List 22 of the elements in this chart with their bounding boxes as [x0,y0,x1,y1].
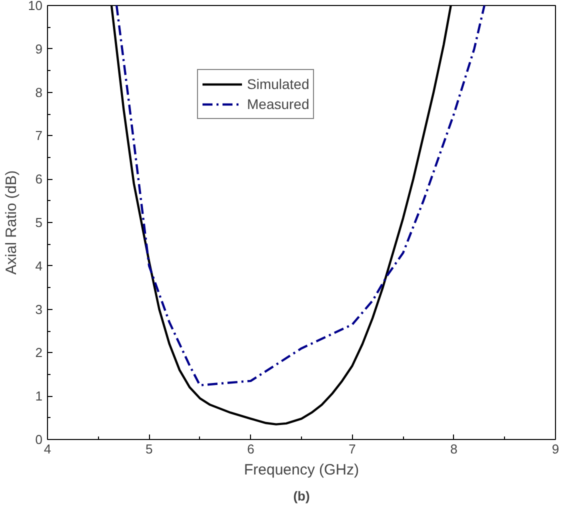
legend-label: Measured [247,96,310,112]
y-tick-label: 3 [35,302,43,317]
y-tick-label: 7 [35,128,43,144]
x-tick-label: 9 [552,442,560,456]
y-tick-label: 6 [35,172,43,187]
y-tick-label: 1 [35,388,43,404]
y-tick-label: 10 [28,0,43,13]
y-tick-label: 5 [35,215,43,230]
legend-label: Simulated [247,76,310,92]
x-axis-title: Frequency (GHz) [244,462,360,478]
y-tick-label: 0 [35,432,43,447]
x-tick-label: 5 [145,442,153,456]
y-tick-label: 2 [35,345,43,360]
text: (b) [293,488,310,504]
x-tick-label: 6 [247,442,254,456]
y-axis-title: Axial Ratio (dB) [3,170,20,275]
line-series [115,6,486,386]
y-tick-label: 9 [35,41,43,56]
y-tick-label: 4 [35,258,43,274]
x-tick-label: 8 [450,442,458,456]
y-tick-label: 8 [35,84,43,100]
x-tick-label: 7 [348,442,356,456]
